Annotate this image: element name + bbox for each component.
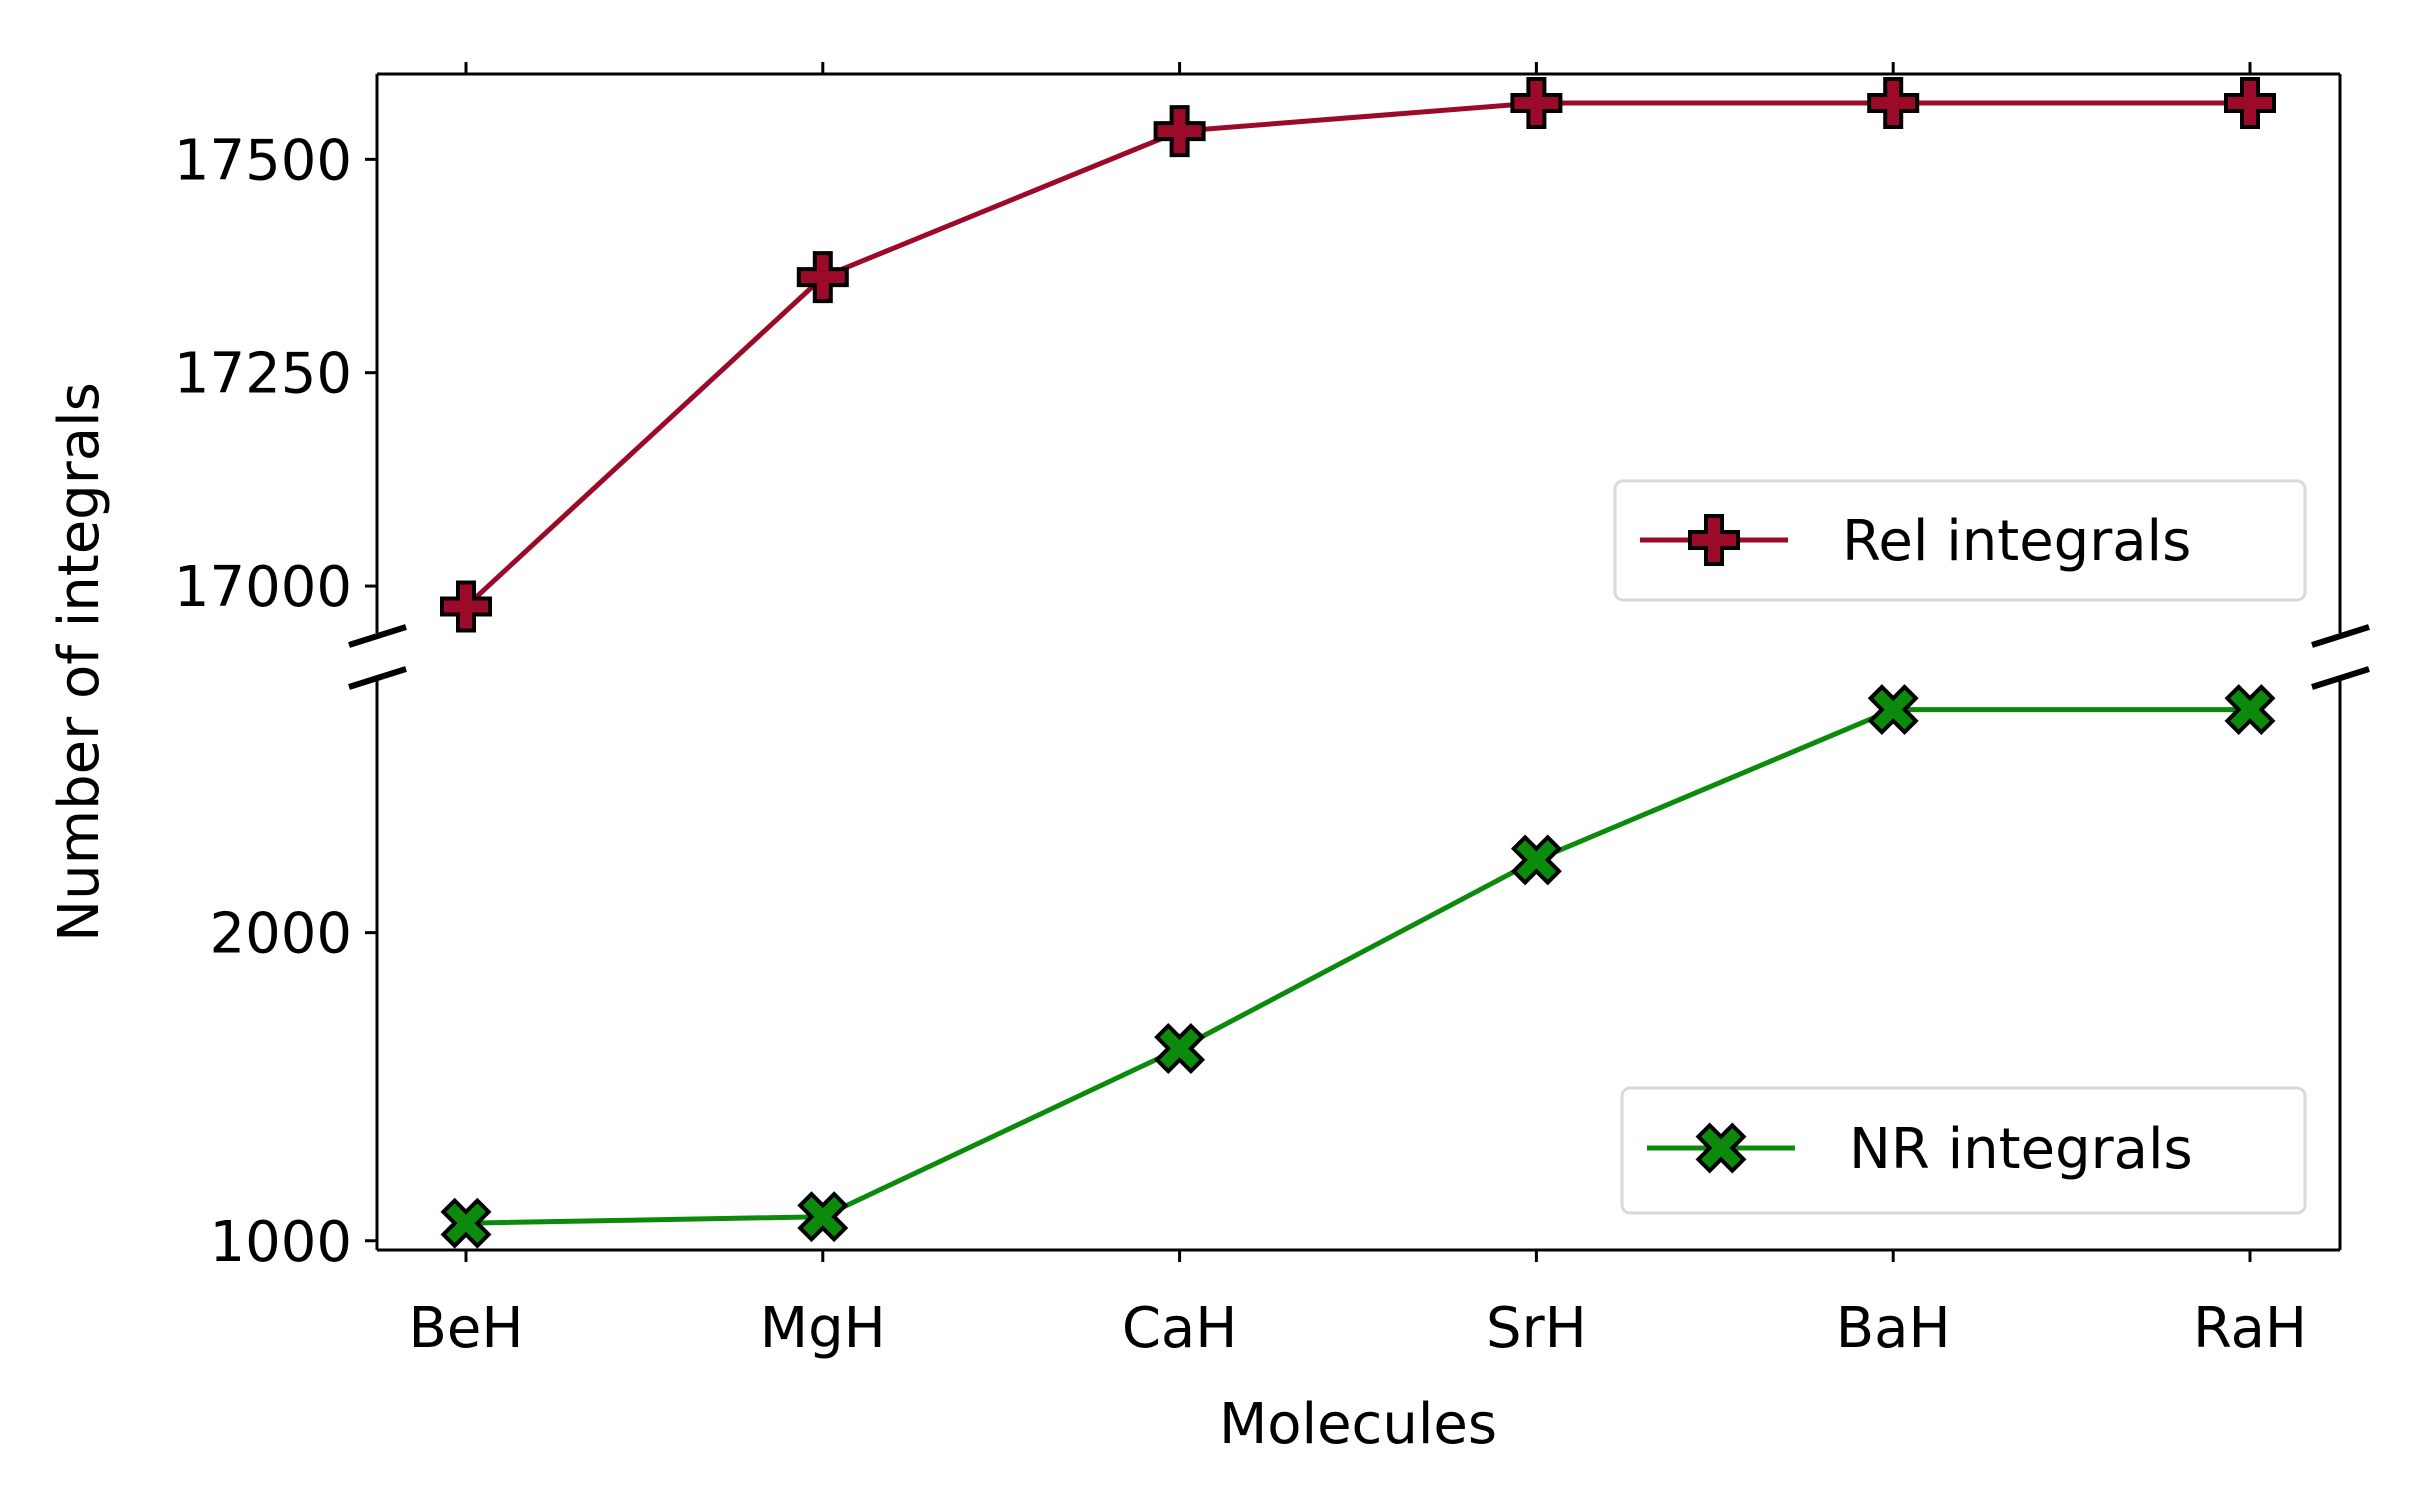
break-mark-left-bottom — [348, 666, 407, 690]
top-panel: 17000 17250 17500 Rel integrals — [174, 62, 2342, 633]
xtick-label: RaH — [2193, 1296, 2307, 1361]
data-point — [1510, 77, 1563, 130]
data-point — [440, 1197, 492, 1249]
data-point — [2224, 77, 2276, 130]
y-axis-title: Number of integrals — [47, 382, 112, 942]
rel-legend: Rel integrals — [1613, 479, 2307, 602]
x-axis-title: Molecules — [1219, 1392, 1497, 1457]
xtick-label: BaH — [1836, 1296, 1951, 1361]
data-point — [2224, 684, 2276, 736]
nr-legend-marker — [1695, 1122, 1747, 1174]
xtick-label: CaH — [1122, 1296, 1238, 1361]
xtick-label: SrH — [1486, 1296, 1587, 1361]
bottom-series-layer — [440, 684, 2276, 1249]
nr-legend: NR integrals — [1620, 1086, 2307, 1215]
break-mark-right-top — [2311, 624, 2370, 648]
rel-legend-marker-shape — [1688, 514, 1740, 566]
bottom-ytick-label: 2000 — [209, 902, 352, 967]
data-point — [1510, 834, 1562, 886]
data-point — [797, 1191, 849, 1243]
bottom-xtick-layer: BeH MgH CaH SrH BaH RaH — [409, 1250, 2307, 1361]
bottom-ytick-layer: 1000 2000 — [209, 902, 377, 1275]
top-ytick-label: 17500 — [174, 128, 352, 193]
series-line — [464, 100, 2250, 609]
data-point — [1153, 105, 1206, 158]
axis-break-marks — [348, 624, 2370, 690]
data-point — [1867, 684, 1919, 736]
data-point — [796, 251, 849, 304]
rel-legend-frame — [1613, 479, 2307, 602]
nr-legend-marker-shape — [1695, 1122, 1747, 1174]
top-series-layer — [440, 77, 2276, 633]
top-ytick-layer: 17000 17250 17500 — [174, 128, 377, 620]
nr-legend-label: NR integrals — [1849, 1117, 2193, 1182]
rel-legend-label: Rel integrals — [1842, 509, 2191, 574]
top-xtick-layer — [464, 62, 2252, 74]
rel-legend-marker — [1688, 514, 1740, 566]
break-mark-right-bottom — [2311, 666, 2370, 690]
data-point — [1154, 1023, 1206, 1074]
nr-legend-frame — [1620, 1086, 2307, 1215]
top-ytick-label: 17000 — [174, 555, 352, 620]
xtick-label: MgH — [760, 1296, 886, 1361]
bottom-panel: 1000 2000 BeH MgH CaH SrH BaH RaH NR integrals — [209, 680, 2342, 1361]
top-ytick-label: 17250 — [174, 342, 352, 407]
bottom-ytick-label: 1000 — [209, 1210, 352, 1275]
data-point — [440, 580, 492, 633]
series-line — [465, 707, 2250, 1226]
xtick-label: BeH — [409, 1296, 524, 1361]
break-mark-left-top — [348, 624, 407, 648]
data-point — [1867, 77, 1920, 130]
